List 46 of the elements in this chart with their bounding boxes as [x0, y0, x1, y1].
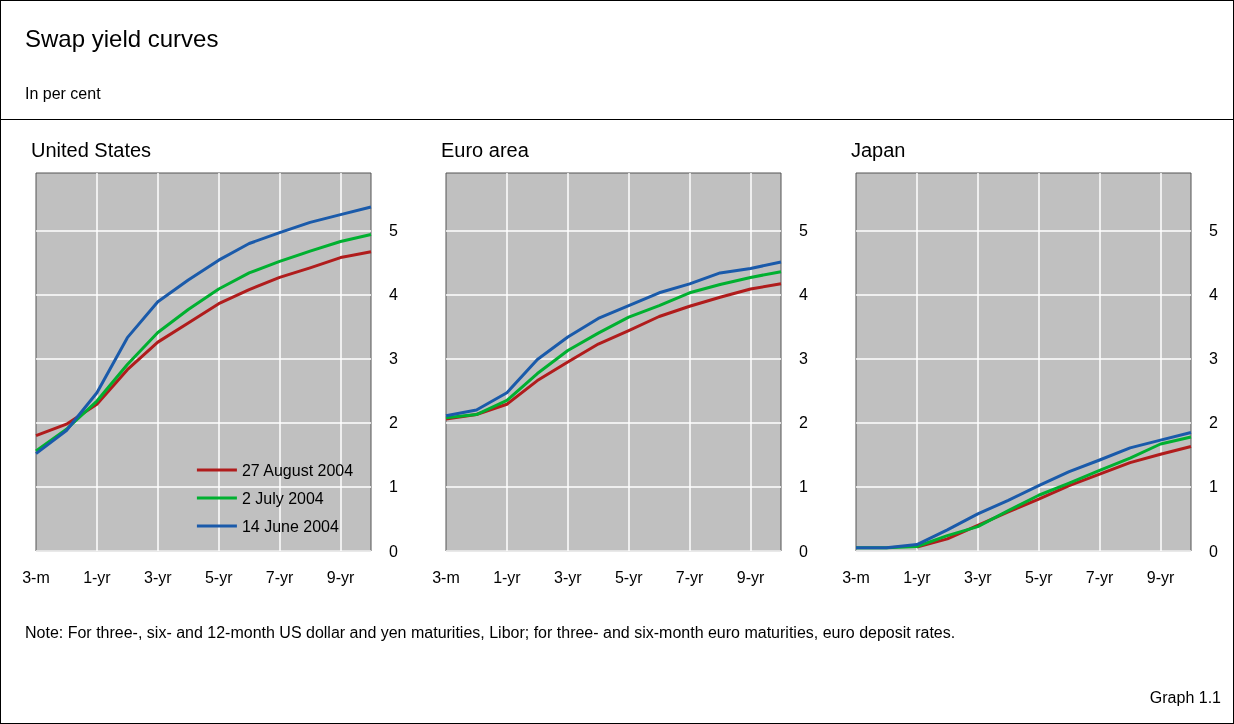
y-tick-label: 3 — [1209, 350, 1218, 368]
x-tick-label: 7-yr — [1085, 568, 1115, 586]
y-tick-label: 2 — [1209, 414, 1218, 432]
y-tick-label: 3 — [389, 350, 398, 368]
x-tick-label: 9-yr — [1146, 568, 1175, 586]
x-tick-label: 7-yr — [675, 568, 705, 586]
chart-title: Euro area — [441, 139, 530, 161]
x-tick-label: 1-yr — [903, 568, 932, 586]
y-tick-label: 5 — [1209, 222, 1218, 240]
legend-label: 2 July 2004 — [241, 489, 324, 507]
y-tick-label: 4 — [799, 286, 808, 304]
y-tick-label: 1 — [389, 478, 398, 496]
y-tick-label: 2 — [389, 414, 398, 432]
x-tick-label: 1-yr — [83, 568, 112, 586]
y-tick-label: 0 — [389, 542, 398, 560]
chart-title: Japan — [851, 139, 906, 161]
y-tick-label: 5 — [799, 222, 808, 240]
x-tick-label: 9-yr — [736, 568, 765, 586]
text: In per cent — [25, 85, 101, 103]
x-tick-label: 3-yr — [144, 568, 173, 586]
x-tick-label: 3-m — [22, 568, 50, 586]
y-tick-label: 1 — [799, 478, 808, 496]
x-tick-label: 9-yr — [326, 568, 355, 586]
x-tick-label: 5-yr — [1024, 568, 1054, 586]
y-tick-label: 4 — [389, 286, 398, 304]
y-tick-label: 5 — [389, 222, 398, 240]
x-tick-label: 3-yr — [964, 568, 993, 586]
x-tick-label: 5-yr — [614, 568, 644, 586]
x-tick-label: 3-m — [432, 568, 460, 586]
x-tick-label: 3-yr — [554, 568, 583, 586]
y-tick-label: 3 — [799, 350, 808, 368]
caption: Graph 1.1 — [1149, 688, 1221, 708]
y-tick-label: 1 — [1209, 478, 1218, 496]
text: Swap yield curves — [25, 25, 219, 53]
y-tick-label: 2 — [799, 414, 808, 432]
x-tick-label: 7-yr — [265, 568, 295, 586]
x-tick-label: 1-yr — [493, 568, 522, 586]
legend-label: 27 August 2004 — [241, 461, 354, 479]
legend-label: 14 June 2004 — [241, 517, 339, 535]
x-tick-label: 3-m — [842, 568, 870, 586]
y-tick-label: 4 — [1209, 286, 1218, 304]
y-tick-label: 0 — [799, 542, 808, 560]
text: Note: For three-, six- and 12-month US dollar and yen maturities, Libor; for three- and six-month euro maturities, euro deposit rates. — [25, 623, 957, 643]
x-tick-label: 5-yr — [204, 568, 234, 586]
y-tick-label: 0 — [1209, 542, 1218, 560]
chart-title: United States — [31, 139, 152, 161]
